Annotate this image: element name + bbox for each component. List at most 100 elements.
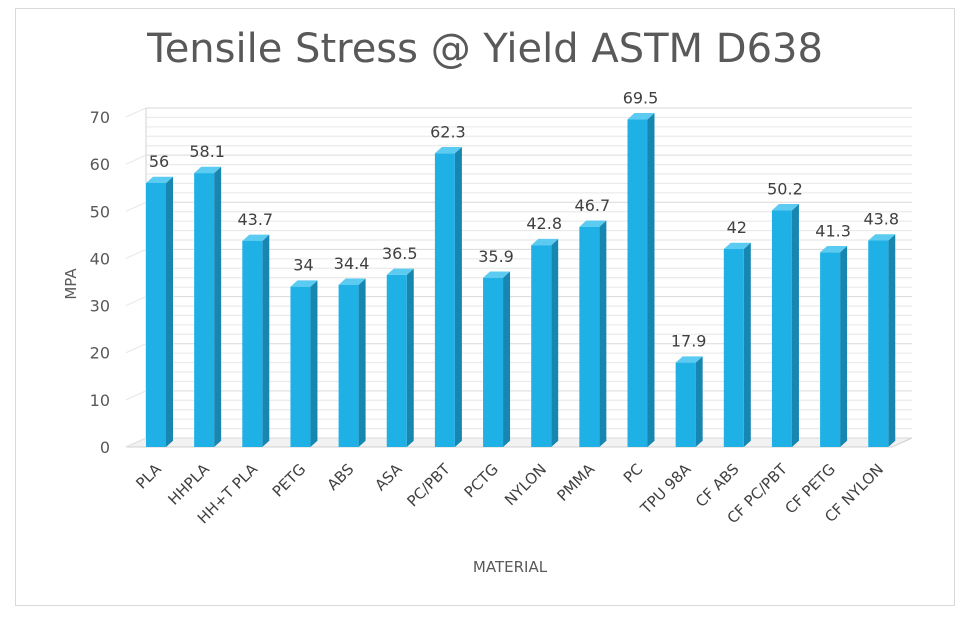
x-tick-label: NYLON	[501, 460, 550, 509]
bar-top	[242, 234, 270, 241]
bar	[386, 268, 414, 447]
bar	[434, 147, 462, 448]
bar	[146, 176, 173, 447]
gridline-side	[125, 343, 147, 354]
bar	[820, 246, 848, 447]
chart-title: Tensile Stress @ Yield ASTM D638	[147, 26, 823, 72]
bar-front	[242, 240, 263, 447]
gridline-side	[125, 296, 147, 307]
y-tick-label: 60	[90, 155, 110, 174]
bar	[531, 238, 559, 447]
y-tick-label: 30	[90, 297, 110, 316]
bar-front	[483, 277, 504, 447]
bar-top	[290, 280, 318, 287]
bar-top	[531, 238, 559, 246]
x-tick-label: PMMA	[553, 460, 598, 505]
bar-side	[888, 234, 896, 447]
data-label: 58.1	[189, 142, 225, 161]
bar-side	[214, 166, 222, 448]
data-label: 62.3	[430, 122, 466, 141]
data-label: 35.9	[478, 247, 514, 266]
bar	[242, 234, 270, 447]
data-label: 43.7	[237, 210, 273, 229]
y-tick-label: 20	[90, 344, 110, 363]
bar-side	[695, 356, 703, 447]
bar-side	[647, 113, 655, 448]
x-axis-title: MATERIAL	[473, 558, 548, 576]
bar-side	[791, 204, 799, 447]
data-label: 43.8	[863, 210, 899, 229]
bar-side	[454, 147, 462, 447]
bar-top	[723, 242, 751, 249]
bar-top	[434, 147, 462, 154]
bar-front	[820, 252, 841, 447]
y-tick-label: 40	[90, 249, 110, 268]
bar	[771, 204, 799, 447]
data-label: 46.7	[575, 196, 611, 215]
data-label: 17.9	[671, 332, 707, 351]
x-tick-label: PC/PBT	[403, 460, 454, 511]
bar	[723, 242, 751, 447]
bar-top	[386, 268, 414, 275]
x-tick-label: PCTG	[461, 460, 502, 501]
y-axis-ticks: 0 10 20 30 40 50 60 70	[90, 108, 110, 457]
bar-side	[166, 176, 173, 447]
data-label: 34.4	[334, 254, 370, 273]
y-axis-title: MPA	[62, 268, 80, 300]
data-label: 41.3	[815, 221, 851, 240]
bar-front	[290, 286, 311, 447]
x-tick-label: PETG	[269, 460, 310, 501]
bar-side	[262, 234, 270, 447]
data-label: 42	[727, 218, 747, 237]
data-labels: 56 58.1 43.7 34 34.4 36.5 62.3 35.9 42.8 46.7 69.5…	[149, 88, 899, 350]
x-tick-label: PC	[620, 460, 647, 487]
bar	[627, 113, 655, 448]
gridline-side	[125, 437, 147, 448]
x-tick-label: ABS	[324, 460, 358, 494]
bar-side	[599, 220, 607, 447]
bar-top	[194, 166, 222, 174]
bar-side	[358, 278, 366, 447]
data-label: 34	[293, 256, 313, 275]
data-label: 56	[149, 152, 169, 171]
bar	[194, 166, 222, 448]
y-tick-label: 10	[90, 391, 110, 410]
bar-front	[771, 210, 792, 447]
bar	[338, 278, 366, 447]
bar-top	[579, 220, 607, 227]
bar-front	[675, 362, 696, 447]
bar-side	[840, 246, 848, 447]
bar-top	[675, 356, 703, 363]
bar-side	[406, 268, 414, 447]
bar-top	[338, 278, 366, 285]
gridline-side	[125, 154, 147, 165]
bar-side	[310, 280, 318, 447]
bar-front	[146, 183, 166, 447]
bar-front	[386, 274, 407, 447]
bar-front	[868, 240, 889, 447]
data-label: 69.5	[623, 88, 659, 107]
gridline-side	[125, 107, 147, 118]
bar-front	[434, 153, 455, 448]
y-tick-label: 0	[100, 438, 110, 457]
bar	[675, 356, 703, 447]
bar-side	[743, 242, 751, 447]
data-label: 42.8	[526, 214, 562, 233]
bar-front	[579, 226, 600, 447]
bar	[579, 220, 607, 447]
y-tick-label: 70	[90, 108, 110, 127]
bar-front	[723, 249, 744, 447]
bar-top	[627, 113, 655, 120]
bar-front	[627, 119, 648, 447]
bar-top	[820, 246, 848, 253]
bar-top	[483, 271, 511, 278]
gridline-side	[125, 201, 147, 212]
data-label: 50.2	[767, 179, 803, 198]
x-tick-label: ASA	[371, 460, 406, 495]
data-label: 36.5	[382, 244, 418, 263]
bars	[146, 113, 896, 448]
bar-top	[146, 176, 173, 183]
y-tick-label: 50	[90, 202, 110, 221]
